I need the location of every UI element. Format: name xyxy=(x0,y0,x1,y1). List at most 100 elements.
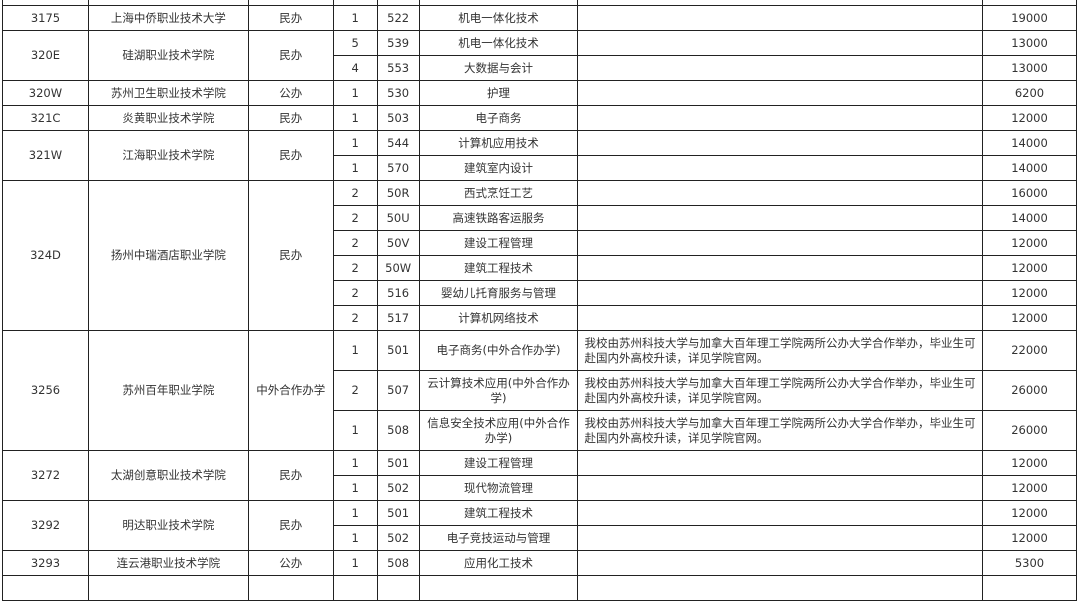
school-name: 硅湖职业技术学院 xyxy=(87,30,249,81)
table-row: 3293 连云港职业技术学院 公办 1 508 应用化工技术 5300 xyxy=(2,550,1077,576)
empty-cell xyxy=(376,575,420,601)
major-note xyxy=(577,230,983,256)
table-row: 3292 明达职业技术学院 民办 1 501 建筑工程技术 12000 xyxy=(2,500,1077,551)
plan-count: 1 xyxy=(332,525,378,551)
major-name: 护理 xyxy=(418,80,579,106)
major-name: 建筑工程技术 xyxy=(418,500,579,526)
major-code: 517 xyxy=(376,305,420,331)
plan-count: 2 xyxy=(332,255,378,281)
table-row: 4 553 大数据与会计 13000 xyxy=(3,55,1077,81)
plan-count: 1 xyxy=(332,5,378,31)
school-code: 320W xyxy=(2,80,89,106)
table-row: 321W 江海职业技术学院 民办 1 544 计算机应用技术 14000 xyxy=(2,130,1077,181)
major-note xyxy=(577,180,983,206)
empty-cell xyxy=(577,575,983,601)
plan-count: 2 xyxy=(332,280,378,306)
table-row: 3272 太湖创意职业技术学院 民办 1 501 建设工程管理 12000 xyxy=(2,450,1077,501)
major-code: 553 xyxy=(376,55,420,81)
major-name: 西式烹饪工艺 xyxy=(418,180,579,206)
major-name: 建设工程管理 xyxy=(418,230,579,256)
tuition-fee: 12000 xyxy=(982,500,1077,526)
empty-cell xyxy=(982,575,1077,601)
major-note xyxy=(577,155,983,181)
school-type: 民办 xyxy=(247,130,334,181)
major-note xyxy=(577,5,983,31)
plan-count: 2 xyxy=(332,370,378,411)
major-name: 电子商务(中外合作办学) xyxy=(418,330,579,371)
major-code: 503 xyxy=(376,105,420,131)
tuition-fee: 6200 xyxy=(982,80,1077,106)
major-note xyxy=(577,475,983,501)
major-note xyxy=(577,105,983,131)
table-row: 3256 苏州百年职业学院 中外合作办学 1 501 电子商务(中外合作办学) 我校由苏州科… xyxy=(2,330,1077,451)
major-name: 大数据与会计 xyxy=(418,55,579,81)
school-type: 民办 xyxy=(247,500,334,551)
tuition-fee: 12000 xyxy=(982,475,1077,501)
tuition-fee: 13000 xyxy=(982,55,1077,81)
school-name: 苏州百年职业学院 xyxy=(87,330,249,451)
plan-count: 2 xyxy=(332,180,378,206)
school-name: 连云港职业技术学院 xyxy=(87,550,249,576)
plan-count: 2 xyxy=(332,205,378,231)
school-name: 上海中侨职业技术大学 xyxy=(87,5,249,31)
tuition-fee: 12000 xyxy=(982,280,1077,306)
major-code: 501 xyxy=(376,330,420,371)
major-code: 50V xyxy=(376,230,420,256)
major-name: 高速铁路客运服务 xyxy=(418,205,579,231)
major-note xyxy=(577,80,983,106)
major-note xyxy=(577,525,983,551)
table-row: 1 570 建筑室内设计 14000 xyxy=(3,155,1077,181)
tuition-fee: 12000 xyxy=(982,255,1077,281)
empty-cell xyxy=(87,575,249,601)
major-name: 机电一体化技术 xyxy=(418,30,579,56)
school-code: 3256 xyxy=(2,330,89,451)
plan-count: 1 xyxy=(332,130,378,156)
major-name: 信息安全技术应用(中外合作办学) xyxy=(418,410,579,451)
major-note xyxy=(577,255,983,281)
major-note xyxy=(577,500,983,526)
major-name: 云计算技术应用(中外合作办学) xyxy=(418,370,579,411)
major-code: 544 xyxy=(376,130,420,156)
school-name: 太湖创意职业技术学院 xyxy=(87,450,249,501)
major-name: 计算机网络技术 xyxy=(418,305,579,331)
school-name: 苏州卫生职业技术学院 xyxy=(87,80,249,106)
plan-count: 1 xyxy=(332,105,378,131)
empty-cell xyxy=(247,575,334,601)
tuition-fee: 12000 xyxy=(982,450,1077,476)
major-name: 计算机应用技术 xyxy=(418,130,579,156)
major-code: 502 xyxy=(376,525,420,551)
major-code: 570 xyxy=(376,155,420,181)
school-name: 江海职业技术学院 xyxy=(87,130,249,181)
school-name: 炎黄职业技术学院 xyxy=(87,105,249,131)
major-note xyxy=(577,55,983,81)
school-type: 民办 xyxy=(247,450,334,501)
tuition-fee: 16000 xyxy=(982,180,1077,206)
major-code: 530 xyxy=(376,80,420,106)
school-type: 民办 xyxy=(247,105,334,131)
school-type: 民办 xyxy=(247,180,334,331)
major-name: 建筑室内设计 xyxy=(418,155,579,181)
major-note xyxy=(577,30,983,56)
major-name: 电子竞技运动与管理 xyxy=(418,525,579,551)
table-row: 320W 苏州卫生职业技术学院 公办 1 530 护理 6200 xyxy=(2,80,1077,106)
major-name: 电子商务 xyxy=(418,105,579,131)
tuition-fee: 19000 xyxy=(982,5,1077,31)
table-row: 320E 硅湖职业技术学院 民办 5 539 机电一体化技术 13000 xyxy=(2,30,1077,81)
table-row: 1 508 信息安全技术应用(中外合作办学) 我校由苏州科技大学与加拿大百年理工学院两… xyxy=(3,410,1077,451)
plan-count: 1 xyxy=(332,155,378,181)
major-code: 508 xyxy=(376,550,420,576)
tuition-fee: 14000 xyxy=(982,130,1077,156)
table-row: 1 502 现代物流管理 12000 xyxy=(3,475,1077,501)
major-note: 我校由苏州科技大学与加拿大百年理工学院两所公办大学合作举办，毕业生可赴国内外高校… xyxy=(577,330,983,371)
major-note xyxy=(577,450,983,476)
tuition-fee: 12000 xyxy=(982,230,1077,256)
major-name: 婴幼儿托育服务与管理 xyxy=(418,280,579,306)
table-row: 324D 扬州中瑞酒店职业学院 民办 2 50R 西式烹饪工艺 16000 xyxy=(2,180,1077,331)
plan-count: 1 xyxy=(332,450,378,476)
major-code: 522 xyxy=(376,5,420,31)
major-name: 机电一体化技术 xyxy=(418,5,579,31)
plan-count: 1 xyxy=(332,550,378,576)
major-note xyxy=(577,280,983,306)
major-code: 539 xyxy=(376,30,420,56)
